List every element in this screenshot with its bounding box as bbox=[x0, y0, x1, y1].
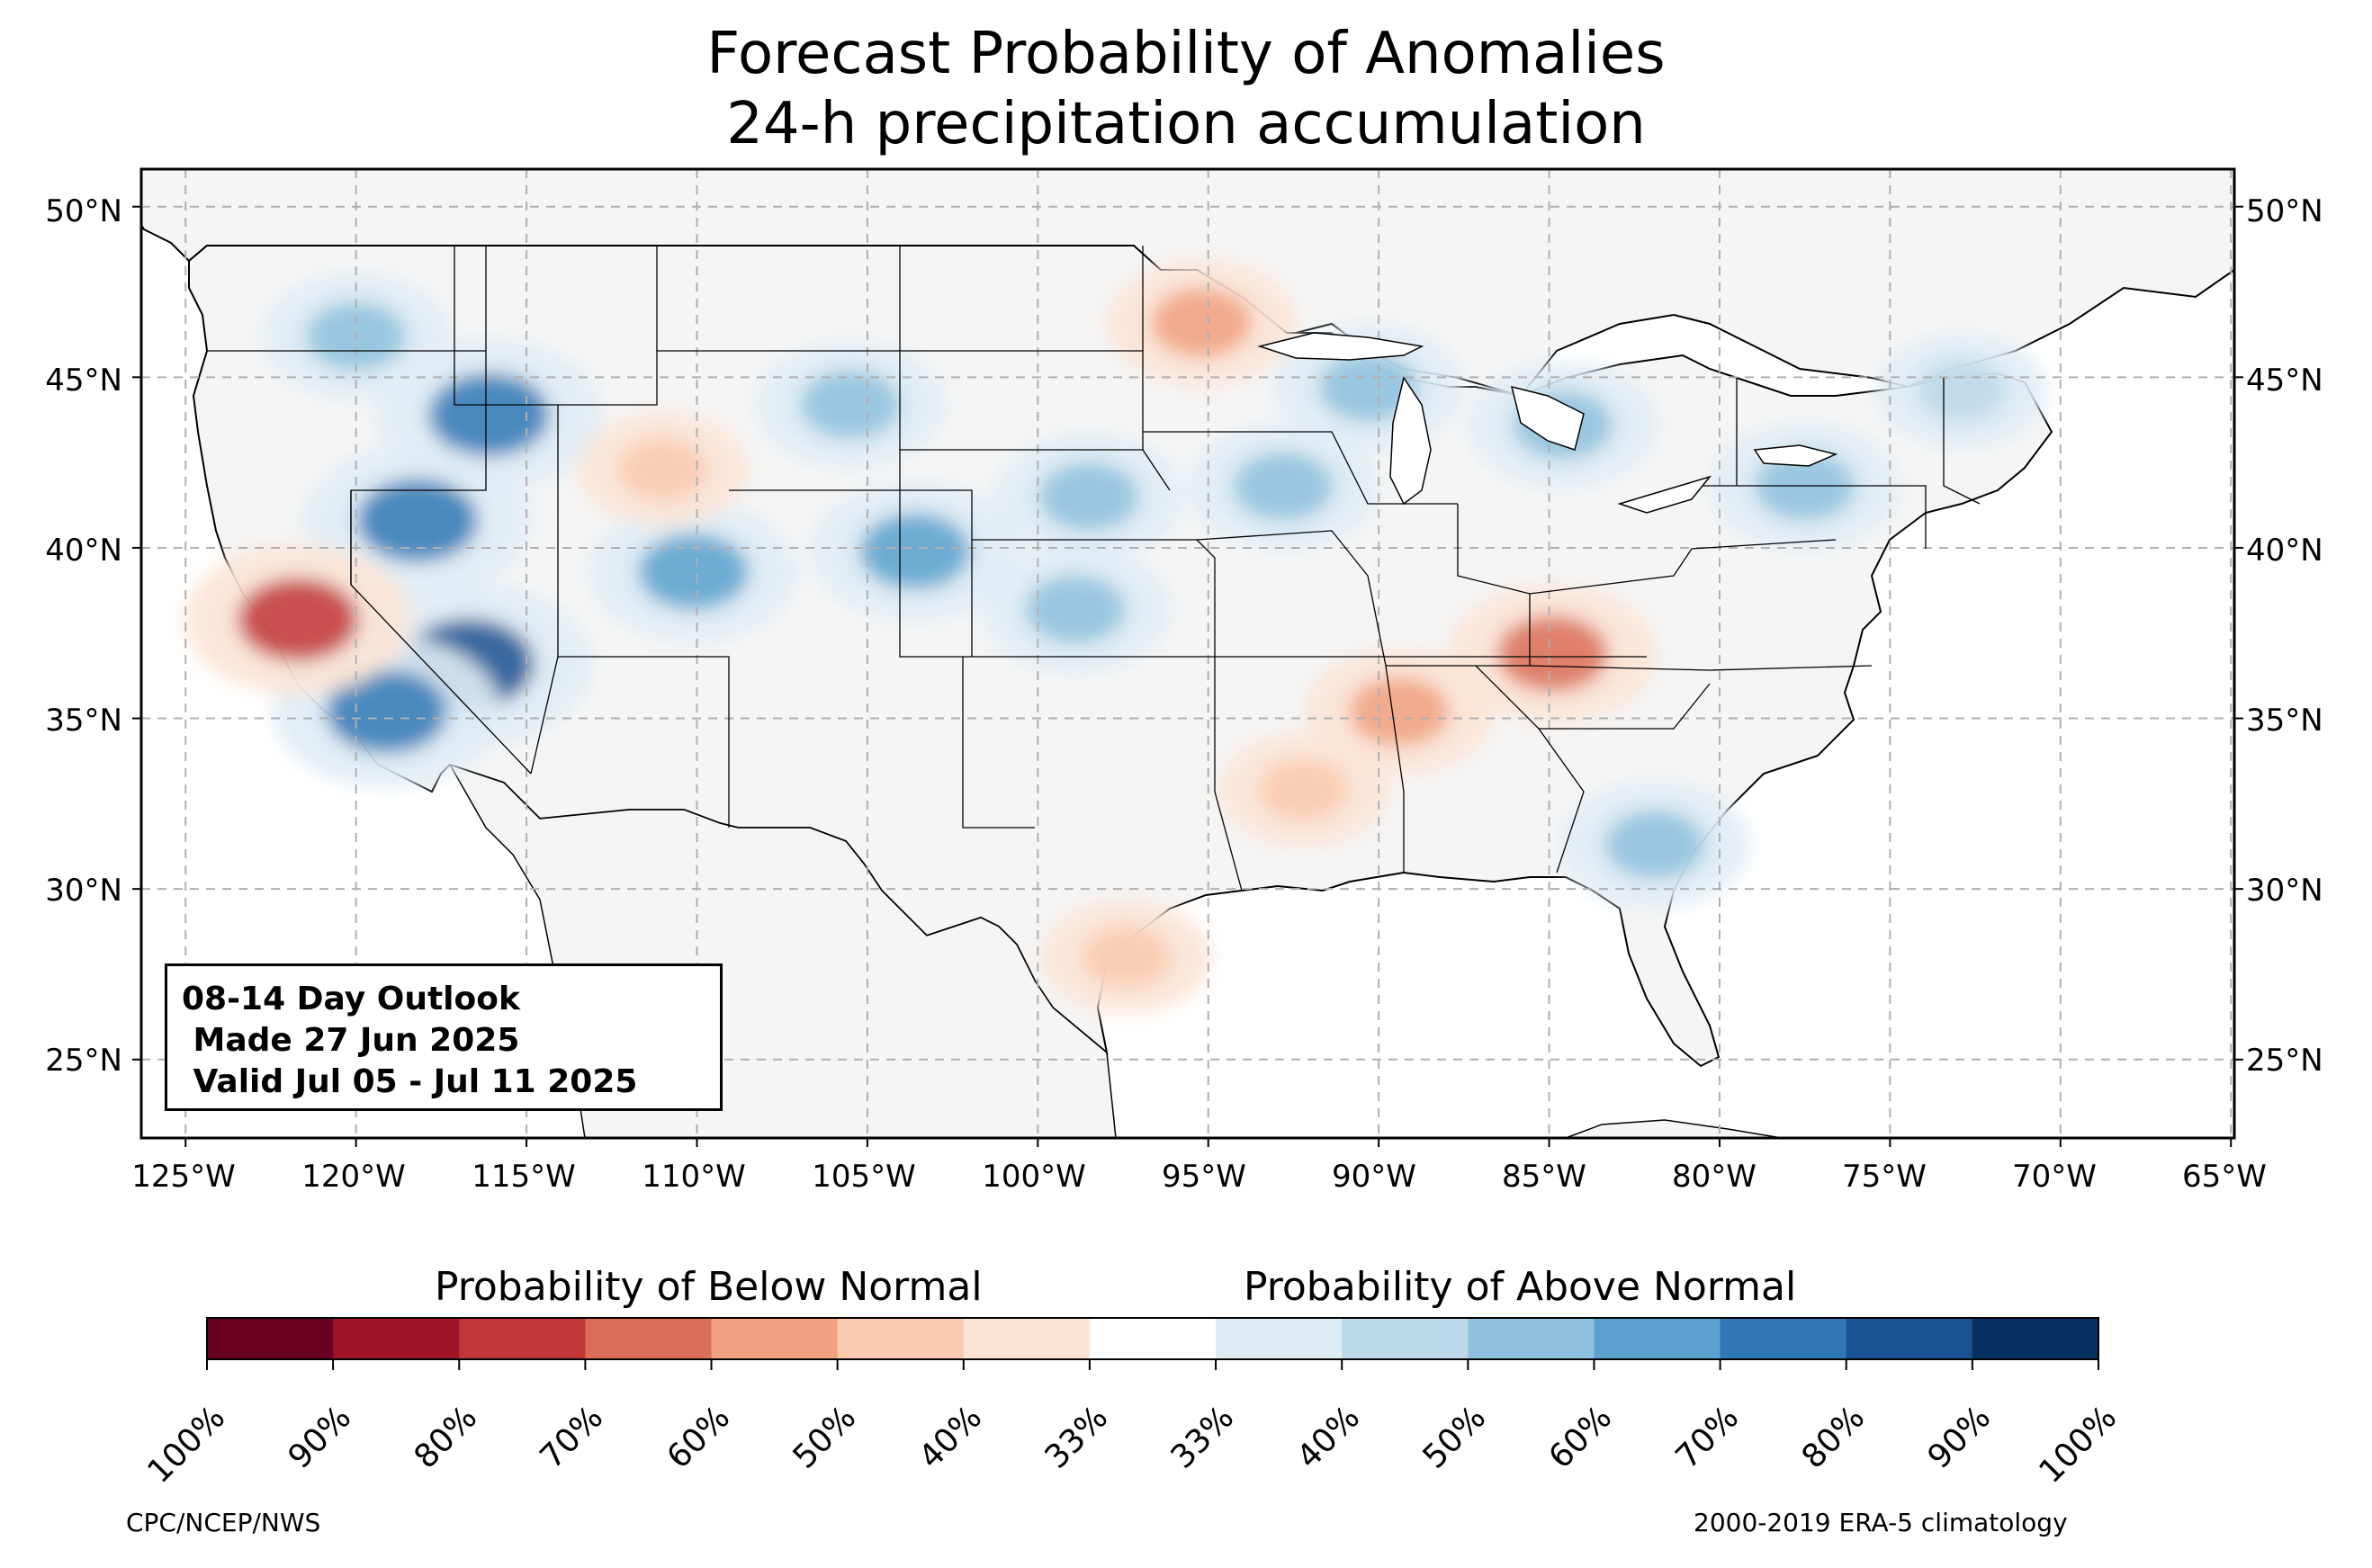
colorbar-swatch bbox=[711, 1318, 839, 1359]
above-normal-region bbox=[1024, 574, 1126, 644]
lon-label-100w: 100°W bbox=[982, 1159, 1086, 1195]
colorbar-swatch bbox=[963, 1318, 1091, 1359]
colorbar-swatch bbox=[837, 1318, 965, 1359]
lon-label-115w: 115°W bbox=[472, 1159, 576, 1195]
lon-label-110w: 110°W bbox=[642, 1159, 746, 1195]
outlook-made-date: Made 27 Jun 2025 bbox=[182, 1022, 520, 1059]
lon-label-65w: 65°W bbox=[2182, 1159, 2267, 1195]
above-normal-region bbox=[859, 513, 971, 590]
lon-label-120w: 120°W bbox=[301, 1159, 406, 1195]
above-normal-region bbox=[356, 479, 479, 562]
lat-label-45-right: 45°N bbox=[2246, 363, 2323, 399]
cuba-landmass bbox=[1565, 1119, 1783, 1138]
above-normal-region bbox=[799, 370, 901, 440]
below-normal-region bbox=[1151, 288, 1253, 358]
below-normal-region bbox=[1496, 615, 1608, 692]
below-normal-region bbox=[1258, 758, 1350, 821]
colorbar-swatch bbox=[1720, 1318, 1847, 1359]
state-borders bbox=[207, 246, 1981, 892]
axis-ticks bbox=[132, 205, 2243, 1147]
lat-label-35-right: 35°N bbox=[2246, 703, 2323, 739]
colorbar-swatch bbox=[1468, 1318, 1595, 1359]
lat-label-40-right: 40°N bbox=[2246, 533, 2323, 569]
footer-climatology: 2000-2019 ERA-5 climatology bbox=[1694, 1508, 2068, 1537]
above-normal-region bbox=[1038, 461, 1140, 532]
colorbar-swatch bbox=[1089, 1318, 1217, 1359]
outlook-info-box: 08-14 Day Outlook Made 27 Jun 2025 Valid… bbox=[165, 963, 723, 1111]
above-normal-region bbox=[1604, 810, 1705, 880]
colorbar-above-label: Probability of Above Normal bbox=[1244, 1264, 1797, 1310]
outlook-valid-range: Valid Jul 05 - Jul 11 2025 bbox=[182, 1063, 638, 1100]
lat-label-30-right: 30°N bbox=[2246, 873, 2323, 909]
great-lakes bbox=[1257, 332, 1838, 514]
lat-label-45-left: 45°N bbox=[45, 363, 122, 399]
lon-label-70w: 70°W bbox=[2012, 1159, 2097, 1195]
lat-label-25-left: 25°N bbox=[45, 1043, 122, 1079]
colorbar-frame bbox=[206, 1317, 2099, 1360]
colorbar-swatch bbox=[585, 1318, 713, 1359]
colorbar-swatch bbox=[1216, 1318, 1343, 1359]
above-normal-region bbox=[428, 372, 550, 457]
above-normal-region bbox=[1317, 353, 1419, 423]
lon-label-75w: 75°W bbox=[1842, 1159, 1927, 1195]
colorbar-swatch bbox=[1594, 1318, 1721, 1359]
map-title-line1: Forecast Probability of Anomalies bbox=[706, 21, 1666, 87]
above-normal-region bbox=[1233, 452, 1334, 522]
colorbar-swatch bbox=[1342, 1318, 1469, 1359]
lon-label-105w: 105°W bbox=[812, 1159, 916, 1195]
lat-label-40-left: 40°N bbox=[45, 533, 122, 569]
colorbar-swatch bbox=[1846, 1318, 1973, 1359]
below-normal-region bbox=[1081, 926, 1173, 989]
below-normal-region bbox=[238, 578, 359, 661]
colorbar-swatch bbox=[1972, 1318, 2099, 1359]
footer-source: CPC/NCEP/NWS bbox=[126, 1508, 321, 1537]
lon-label-90w: 90°W bbox=[1332, 1159, 1416, 1195]
above-normal-region bbox=[1754, 452, 1855, 522]
lon-label-85w: 85°W bbox=[1502, 1159, 1586, 1195]
colorbar-below-label: Probability of Below Normal bbox=[435, 1264, 983, 1310]
colorbar-swatch bbox=[207, 1318, 334, 1359]
outlook-type: 08-14 Day Outlook bbox=[182, 981, 520, 1017]
anomaly-layer bbox=[184, 259, 2047, 1015]
lon-label-80w: 80°W bbox=[1672, 1159, 1757, 1195]
below-normal-region bbox=[617, 438, 709, 501]
colorbar-swatch bbox=[459, 1318, 586, 1359]
below-normal-region bbox=[1348, 676, 1450, 747]
map-frame bbox=[139, 167, 2236, 1140]
lon-label-125w: 125°W bbox=[131, 1159, 236, 1195]
lon-label-95w: 95°W bbox=[1162, 1159, 1246, 1195]
lat-label-50-left: 50°N bbox=[45, 193, 122, 229]
map-title-line2: 24-h precipitation accumulation bbox=[726, 91, 1646, 157]
colorbar bbox=[206, 1317, 2099, 1370]
lat-label-25-right: 25°N bbox=[2246, 1043, 2323, 1079]
above-normal-region bbox=[638, 533, 750, 610]
colorbar-swatch bbox=[333, 1318, 460, 1359]
lat-label-35-left: 35°N bbox=[45, 703, 122, 739]
lat-label-50-right: 50°N bbox=[2246, 193, 2323, 229]
above-normal-region bbox=[1916, 359, 2008, 423]
lat-label-30-left: 30°N bbox=[45, 873, 122, 909]
